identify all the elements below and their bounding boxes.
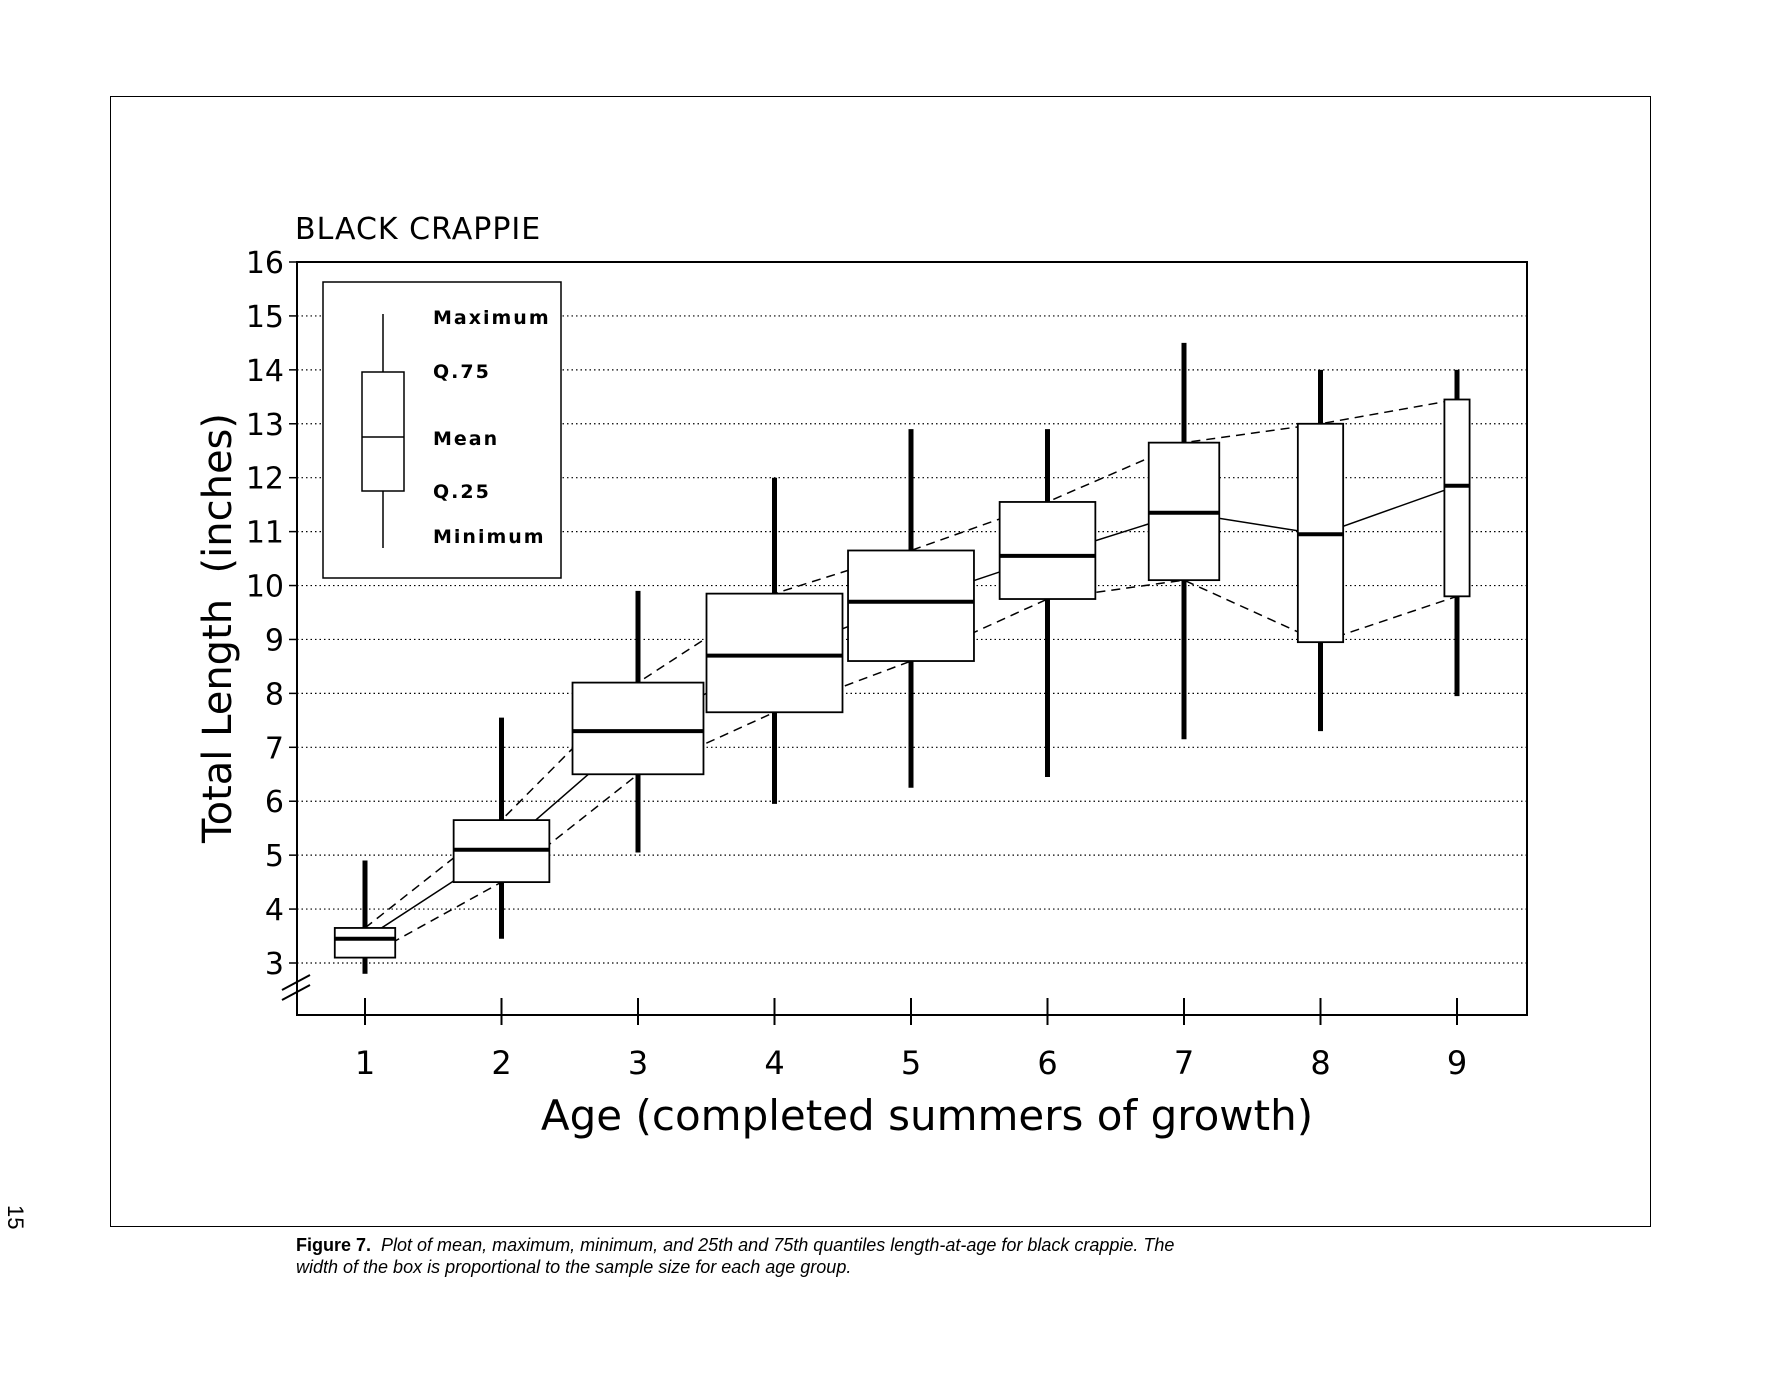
box-age-1 [333,860,397,974]
x-tick-label: 8 [1310,1044,1330,1082]
x-tick-label: 4 [764,1044,784,1082]
box-age-2 [452,717,551,939]
quantile-box [998,501,1097,600]
box-age-3 [571,590,705,853]
legend-mean-label: Mean [433,428,499,450]
boxes [333,342,1471,974]
x-tick-label: 1 [355,1044,375,1082]
caption-label: Figure 7. [296,1235,372,1255]
x-tick-label: 3 [628,1044,648,1082]
y-tick-label: 8 [265,677,284,712]
x-tick-label: 7 [1174,1044,1194,1082]
box-age-5 [847,429,975,788]
y-tick-label: 7 [265,731,284,766]
box-age-7 [1147,342,1221,740]
y-tick-label: 10 [246,570,284,605]
axis-break-mark [281,974,311,1001]
y-tick-label: 4 [265,893,284,928]
legend-q25-label: Q.25 [433,481,491,503]
y-tick-label: 16 [246,246,284,281]
box-age-6 [998,429,1097,777]
x-tick-label: 9 [1447,1044,1467,1082]
x-tick-label: 5 [901,1044,921,1082]
x-axis-ticks: 1 2 3 4 5 6 7 8 9 [355,998,1467,1082]
y-tick-label: 6 [265,785,284,820]
chart-title: BLACK CRAPPIE [295,212,541,247]
y-tick-label: 15 [246,300,284,335]
y-tick-label: 3 [265,947,284,982]
caption-text: Plot of mean, maximum, minimum, and 25th… [296,1235,1175,1277]
x-tick-label: 6 [1037,1044,1057,1082]
figure-frame [110,96,1651,1227]
y-tick-label: 11 [246,516,284,551]
y-tick-label: 5 [265,839,284,874]
legend: Maximum Q.75 Mean Q.25 Minimum [322,281,562,579]
figure-caption: Figure 7. Plot of mean, maximum, minimum… [296,1234,1196,1278]
y-axis-label: Total Length (inches) [195,413,241,844]
y-tick-label: 12 [246,462,284,497]
quantile-box [705,592,844,714]
y-tick-label: 9 [265,623,284,658]
legend-q75-label: Q.75 [433,361,491,383]
quantile-box [1443,398,1471,598]
legend-maximum-label: Maximum [433,307,551,329]
box-age-9 [1443,369,1471,697]
x-tick-label: 2 [491,1044,511,1082]
box-age-4 [705,477,844,804]
quantile-box [847,549,975,662]
y-tick-label: 13 [246,408,284,443]
x-axis-label: Age (completed summers of growth) [541,1091,1313,1140]
y-axis-ticks: 3 4 5 6 7 8 9 10 11 12 13 14 15 16 [246,246,297,982]
quantile-box [333,927,397,959]
legend-sample-box [361,371,405,492]
legend-minimum-label: Minimum [433,526,546,548]
quantile-box [571,681,705,776]
y-tick-label: 14 [246,354,284,389]
box-age-8 [1296,369,1345,732]
